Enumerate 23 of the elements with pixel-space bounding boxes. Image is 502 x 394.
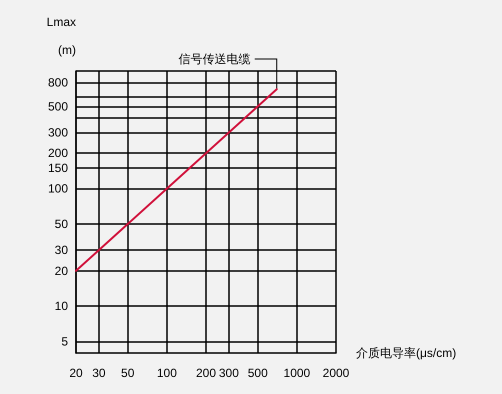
x-tick-label: 30 bbox=[92, 366, 106, 380]
y-tick-label: 20 bbox=[54, 264, 68, 278]
y-tick-label: 800 bbox=[48, 75, 68, 90]
y-tick-label: 500 bbox=[48, 99, 68, 114]
x-tick-label: 2000 bbox=[322, 366, 350, 380]
y-tick-label: 200 bbox=[48, 146, 68, 160]
y-tick-label: 50 bbox=[54, 217, 68, 231]
y-tick-label: 30 bbox=[54, 243, 68, 258]
annotation: 信号传送电缆 bbox=[178, 52, 251, 66]
y-tick-label: 5 bbox=[61, 334, 68, 349]
x-tick-label: 500 bbox=[248, 366, 268, 380]
y-tick-label: 300 bbox=[48, 125, 68, 140]
x-tick-label: 100 bbox=[156, 366, 178, 380]
x-tick-label: 1000 bbox=[284, 366, 311, 380]
y-tick-label: 10 bbox=[54, 299, 68, 314]
x-tick-label: 20 bbox=[69, 366, 83, 380]
x-axis-title: 介质电导率(μs/cm) bbox=[356, 346, 456, 360]
x-tick-label: 200 bbox=[196, 366, 216, 380]
y-tick-label: 150 bbox=[48, 160, 68, 175]
x-tick-label: 300 bbox=[218, 366, 240, 380]
y-axis-title: Lmax (m) bbox=[46, 15, 76, 57]
y-tick-label: 100 bbox=[48, 182, 68, 196]
x-tick-label: 50 bbox=[121, 366, 135, 380]
